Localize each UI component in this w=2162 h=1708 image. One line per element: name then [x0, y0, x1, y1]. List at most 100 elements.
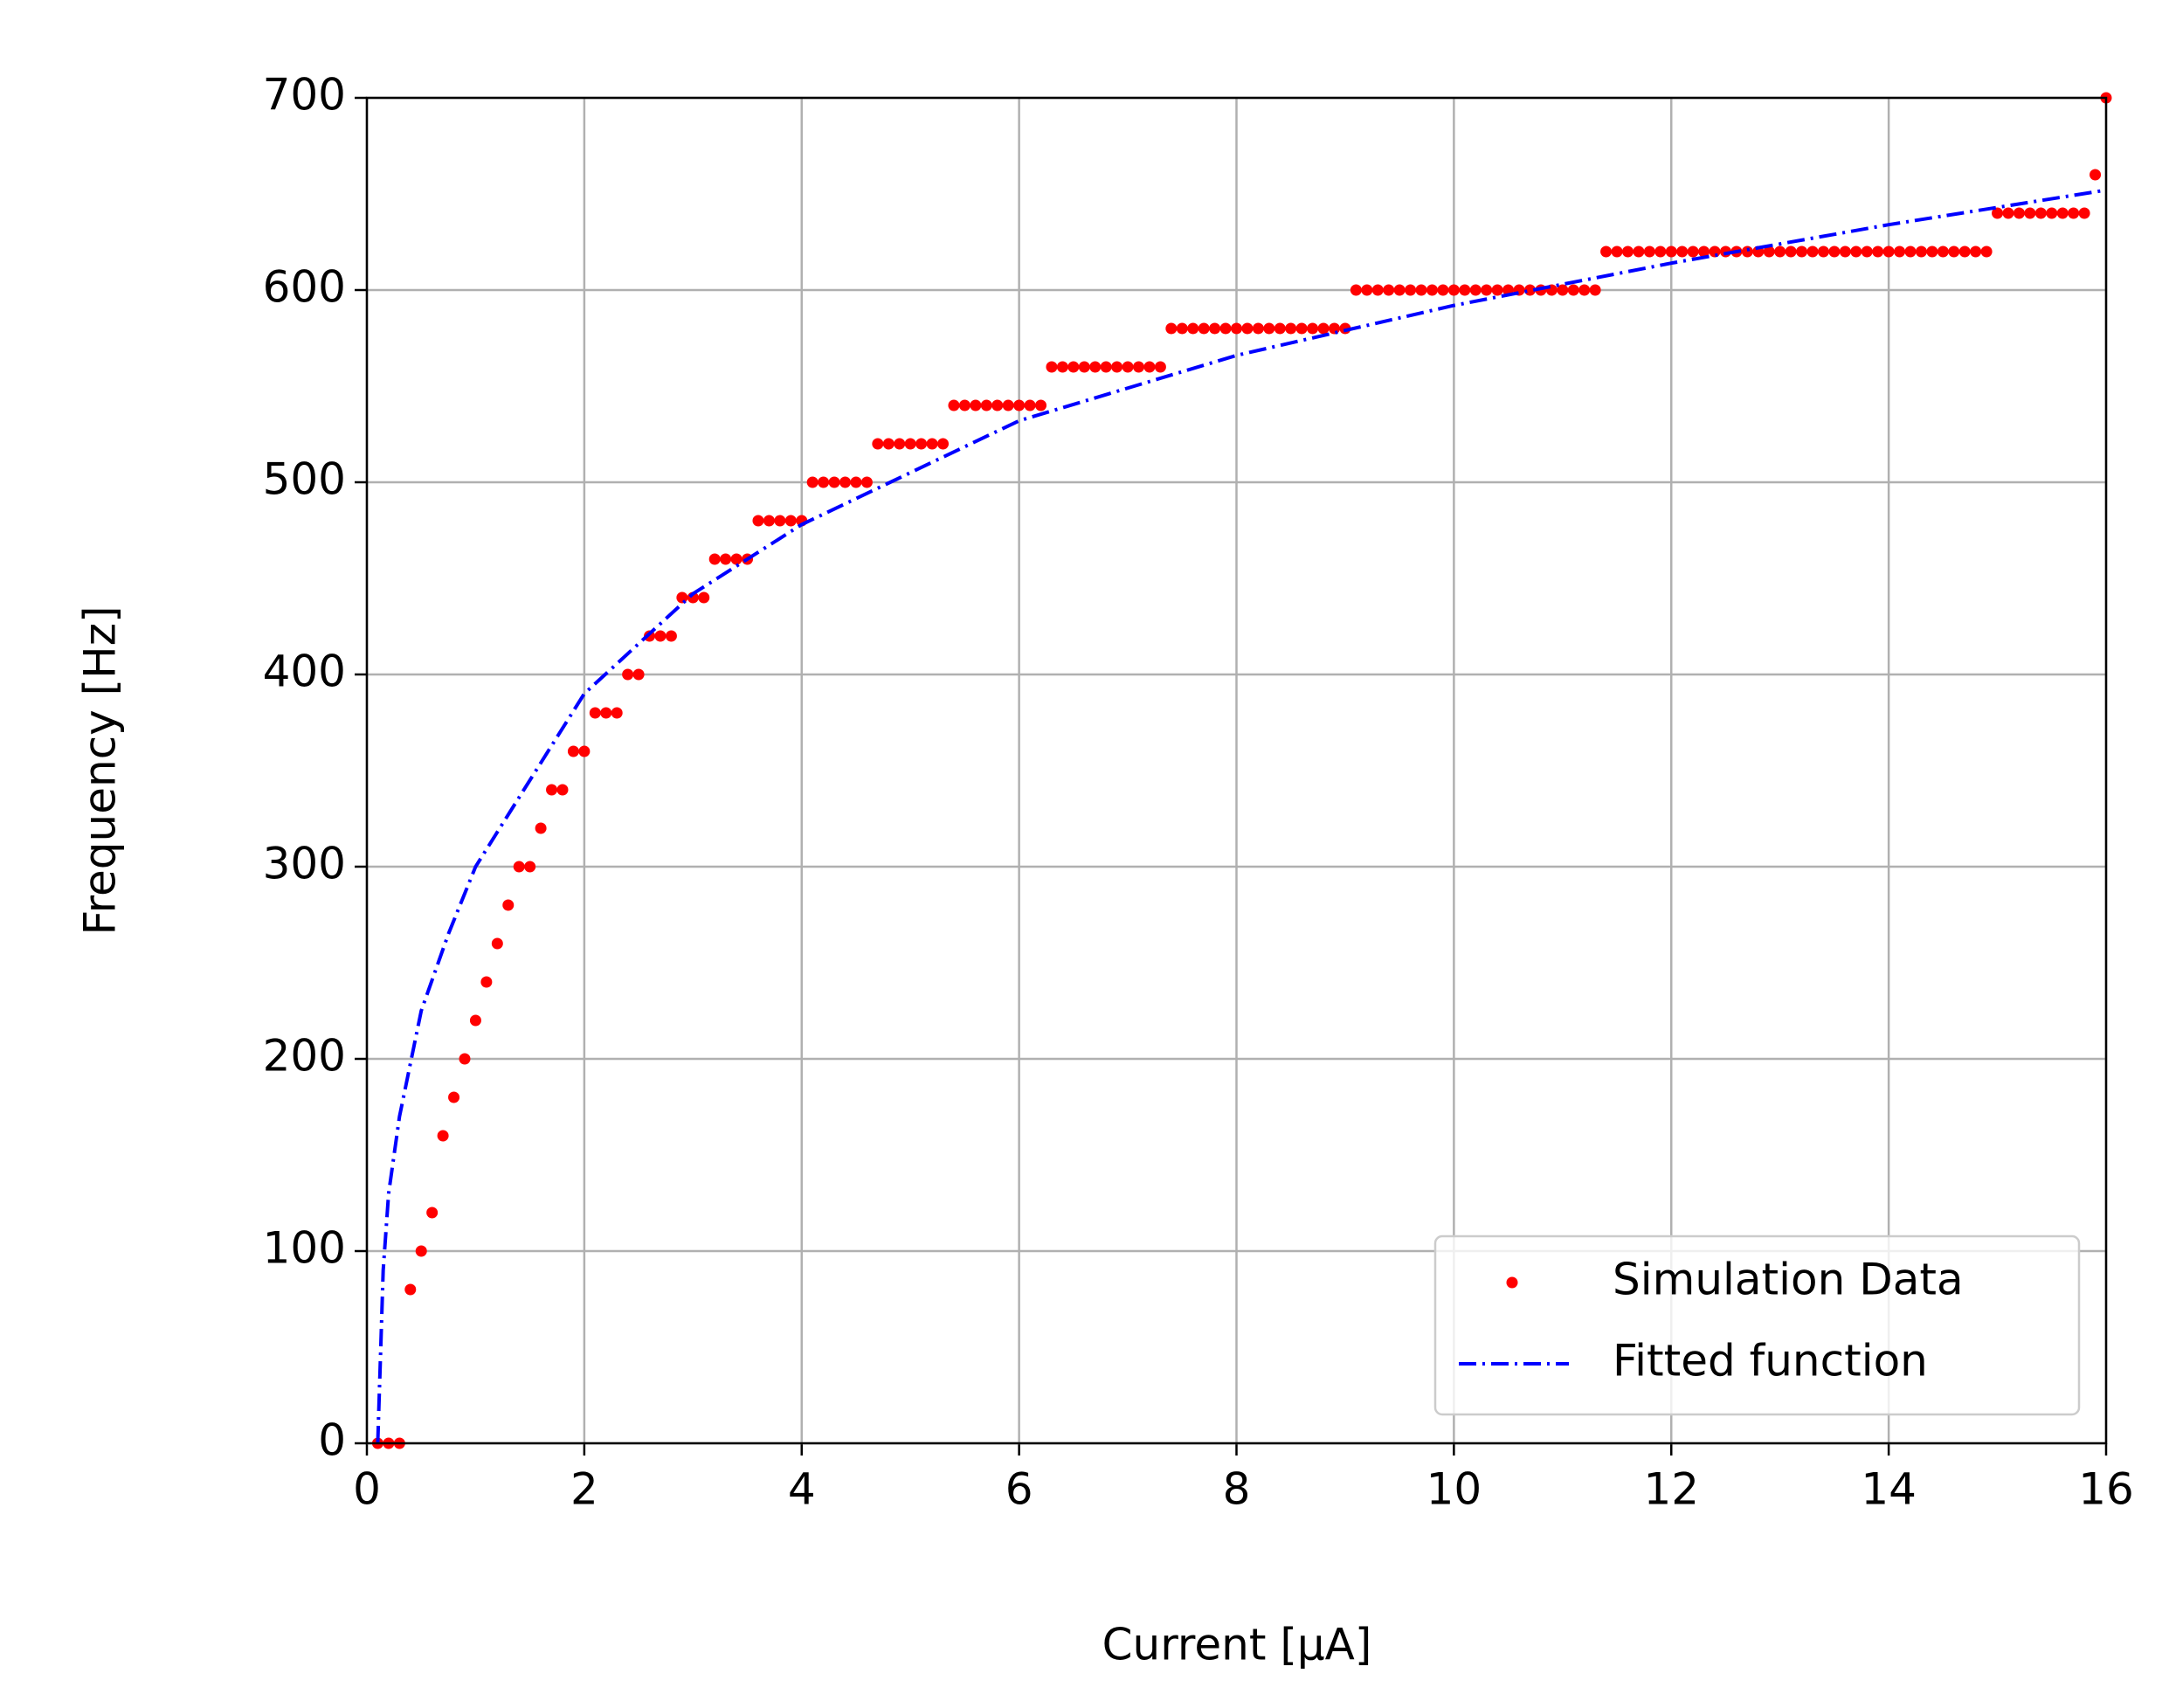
data-point	[1122, 361, 1134, 373]
data-point	[578, 745, 591, 757]
data-point	[1241, 322, 1254, 335]
data-point	[1839, 245, 1851, 258]
data-point	[1676, 245, 1689, 258]
data-point	[1557, 284, 1569, 296]
data-point	[774, 515, 786, 527]
data-point	[2068, 207, 2080, 219]
legend-label: Simulation Data	[1613, 1255, 1964, 1305]
data-point	[904, 438, 916, 450]
x-tick-label: 6	[1005, 1464, 1033, 1515]
y-tick-label: 400	[263, 647, 346, 697]
data-point	[1405, 284, 1417, 296]
data-point	[1002, 399, 1014, 411]
data-point	[469, 1014, 481, 1027]
data-point	[491, 937, 503, 950]
data-point	[1937, 245, 1949, 258]
data-point	[1926, 245, 1938, 258]
data-point	[1491, 284, 1503, 296]
data-point	[1219, 322, 1232, 335]
data-point	[2089, 169, 2102, 181]
y-tick-label: 300	[263, 839, 346, 889]
y-tick-label: 500	[263, 454, 346, 505]
data-point	[1426, 284, 1438, 296]
data-point	[1459, 284, 1471, 296]
data-point	[1252, 322, 1264, 335]
data-point	[1970, 245, 1982, 258]
data-point	[1980, 245, 1993, 258]
data-point	[632, 668, 645, 681]
data-point	[1763, 245, 1775, 258]
data-point	[958, 399, 970, 411]
legend-label: Fitted function	[1613, 1336, 1928, 1386]
data-point	[698, 591, 710, 604]
data-point	[589, 707, 601, 719]
data-point	[1383, 284, 1395, 296]
data-point	[1165, 322, 1178, 335]
data-point	[1024, 399, 1036, 411]
legend-box	[1433, 1234, 2081, 1416]
data-point	[1958, 245, 1971, 258]
data-point	[1915, 245, 1927, 258]
data-point	[1133, 361, 1145, 373]
data-point	[654, 630, 667, 642]
data-point	[1709, 245, 1721, 258]
data-point	[2046, 207, 2058, 219]
data-point	[1437, 284, 1449, 296]
data-point	[480, 976, 493, 988]
data-point	[567, 745, 579, 757]
data-point	[937, 438, 950, 450]
data-point	[1317, 322, 1330, 335]
data-point	[1056, 361, 1068, 373]
data-point	[676, 591, 688, 604]
data-point	[1263, 322, 1275, 335]
data-point	[860, 476, 873, 488]
data-point	[1154, 361, 1166, 373]
x-tick-label: 4	[788, 1464, 816, 1515]
plot-frame	[365, 96, 2108, 1445]
data-point	[1741, 245, 1753, 258]
data-point	[448, 1091, 460, 1103]
data-point	[1176, 322, 1188, 335]
data-point	[926, 438, 938, 450]
data-point	[1861, 245, 1873, 258]
data-point	[1371, 284, 1384, 296]
data-point	[1872, 245, 1884, 258]
x-tick-label: 10	[1426, 1464, 1482, 1515]
data-point	[1447, 284, 1460, 296]
data-point	[1231, 322, 1242, 335]
data-point	[1882, 245, 1895, 258]
data-point	[2056, 207, 2069, 219]
data-point	[2013, 207, 2025, 219]
data-point	[600, 707, 612, 719]
data-point	[1307, 322, 1319, 335]
data-point	[818, 476, 830, 488]
x-tick-label: 12	[1643, 1464, 1699, 1515]
data-point	[752, 515, 764, 527]
y-tick-label: 600	[263, 262, 346, 313]
data-point	[1621, 245, 1634, 258]
data-point	[524, 861, 536, 873]
data-point	[437, 1130, 449, 1142]
data-point	[806, 476, 819, 488]
data-point	[872, 438, 884, 450]
data-point	[502, 899, 515, 911]
data-point	[404, 1283, 417, 1296]
data-point	[1796, 245, 1808, 258]
data-point	[535, 822, 547, 834]
data-point	[1654, 245, 1667, 258]
data-point	[1111, 361, 1123, 373]
data-point	[1481, 284, 1493, 296]
data-point	[1600, 245, 1613, 258]
data-point	[1067, 361, 1080, 373]
y-tick-label: 200	[263, 1031, 346, 1082]
data-point	[828, 476, 840, 488]
data-point	[1850, 245, 1862, 258]
x-tick-label: 2	[570, 1464, 598, 1515]
data-point	[882, 438, 895, 450]
data-point	[1687, 245, 1699, 258]
data-point	[1806, 245, 1819, 258]
data-point	[1100, 361, 1112, 373]
data-point	[1046, 361, 1058, 373]
data-point	[1350, 284, 1362, 296]
